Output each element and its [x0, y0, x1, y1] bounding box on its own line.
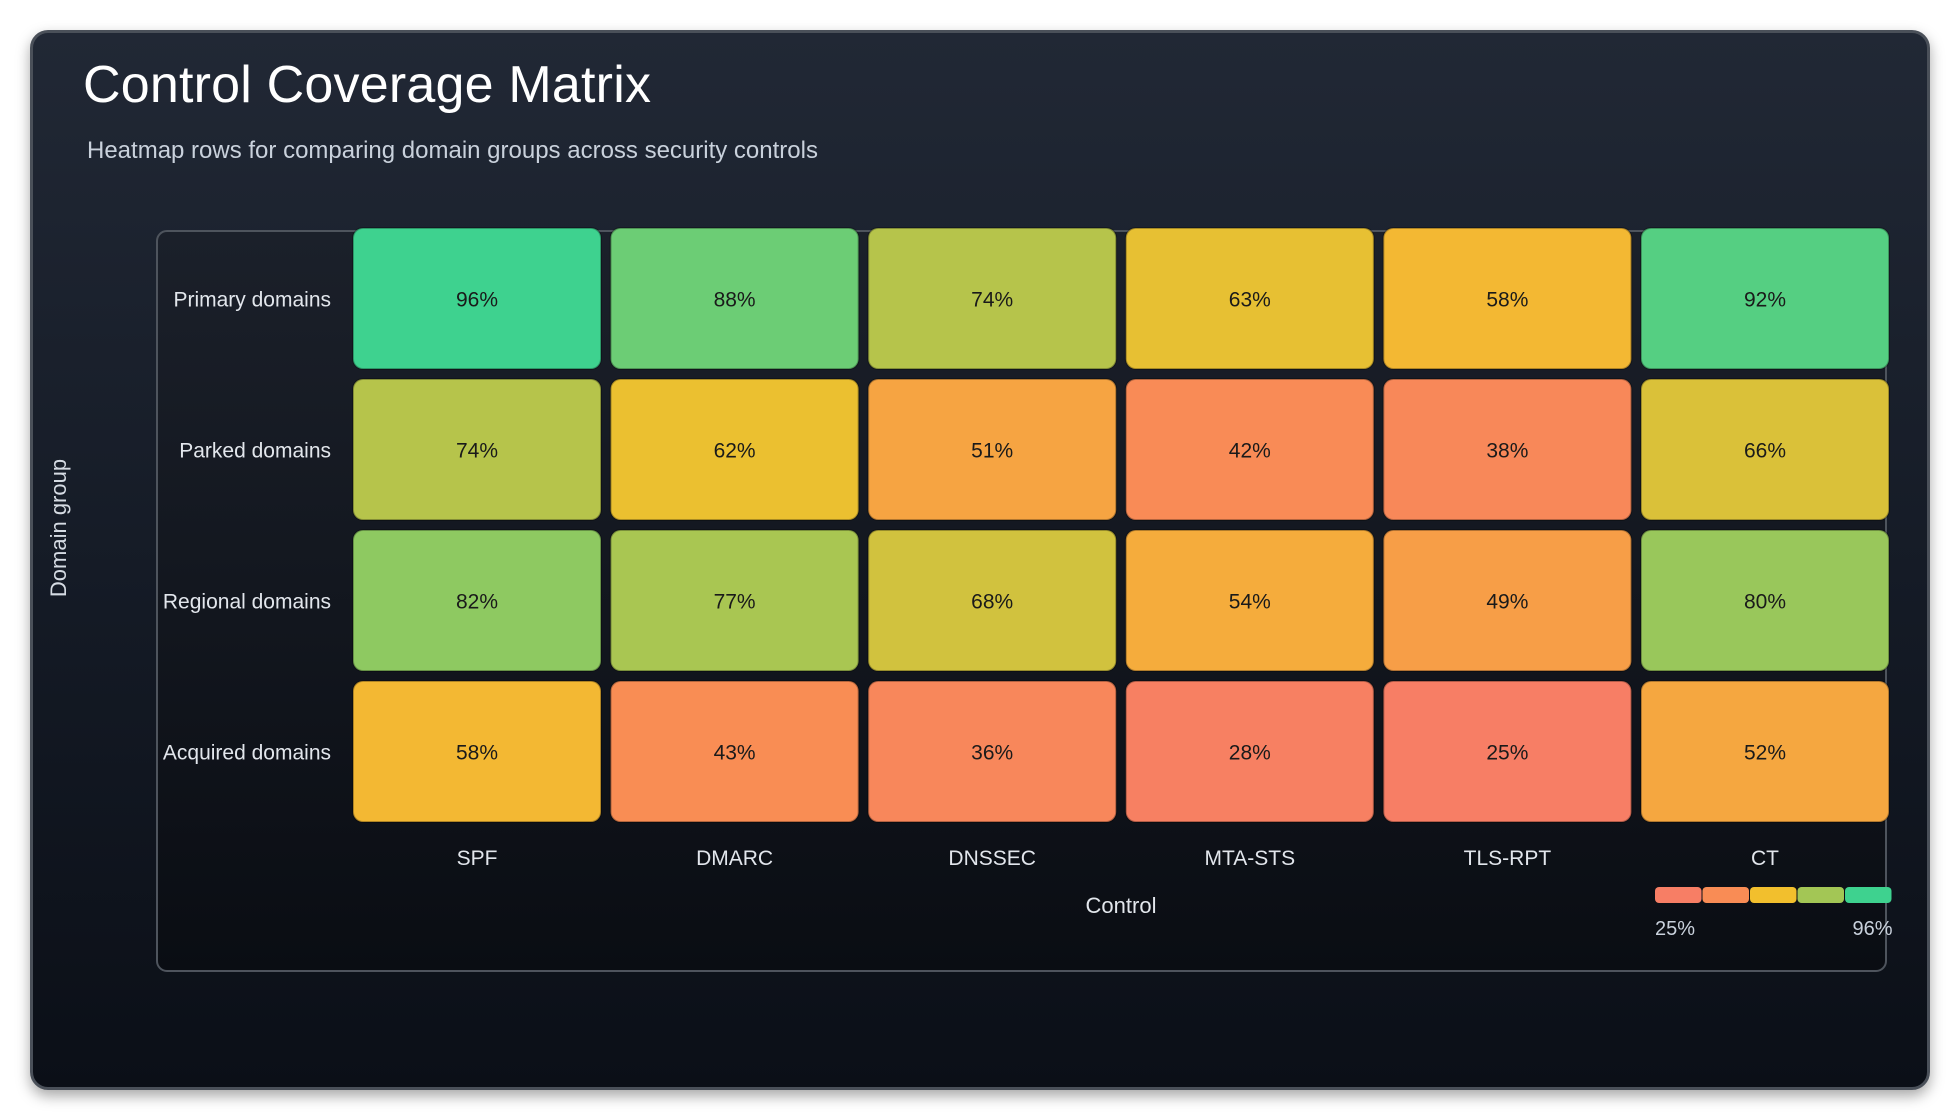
chart-title: Control Coverage Matrix: [83, 56, 652, 114]
cell-value-label: 96%: [456, 289, 498, 312]
heatmap-cell: [1382, 227, 1633, 370]
row-label: Primary domains: [173, 289, 331, 312]
heatmap-cell: [352, 378, 602, 521]
column-label: CT: [1751, 847, 1779, 870]
cell-value-label: 74%: [456, 440, 498, 463]
heatmap-cell: [352, 680, 602, 823]
column-label: SPF: [457, 847, 498, 870]
row-label: Parked domains: [179, 440, 331, 463]
heatmap-cell: [1124, 529, 1375, 672]
cell-value-label: 54%: [1229, 591, 1271, 614]
heatmap-cell: [352, 529, 602, 672]
cell-value-label: 63%: [1229, 289, 1271, 312]
column-label: DMARC: [696, 847, 773, 870]
cell-value-label: 52%: [1744, 742, 1786, 765]
heatmap-cell: [1640, 378, 1890, 521]
heatmap-cell: [1382, 378, 1633, 521]
cell-value-label: 62%: [714, 440, 756, 463]
cell-value-label: 92%: [1744, 289, 1786, 312]
row-label: Regional domains: [163, 591, 331, 614]
heatmap-cell: [1124, 378, 1375, 521]
heatmap-cell: [1124, 227, 1375, 370]
cell-value-label: 77%: [714, 591, 756, 614]
heatmap-svg: 96% 88% 74% 63% 58% 92% 74% 62% 51% 42% 38% 66% 82% 7…: [156, 227, 1893, 972]
heatmap-cell: [609, 680, 860, 823]
column-label: DNSSEC: [948, 847, 1036, 870]
legend-min-label: 25%: [1655, 918, 1695, 940]
heatmap-cell: [352, 227, 602, 370]
legend-swatch: [1845, 887, 1892, 903]
heatmap-cell: [1124, 680, 1375, 823]
cell-value-label: 66%: [1744, 440, 1786, 463]
cell-value-label: 58%: [1486, 289, 1528, 312]
cell-value-label: 36%: [971, 742, 1013, 765]
cell-value-label: 51%: [971, 440, 1013, 463]
heatmap-cell: [1640, 529, 1890, 672]
heatmap-cell: [1640, 227, 1890, 370]
cell-value-label: 38%: [1486, 440, 1528, 463]
legend-swatch: [1655, 887, 1702, 903]
cell-value-label: 68%: [971, 591, 1013, 614]
legend-max-label: 96%: [1852, 918, 1892, 940]
column-label: TLS-RPT: [1464, 847, 1552, 870]
cell-value-label: 28%: [1229, 742, 1271, 765]
cell-value-label: 58%: [456, 742, 498, 765]
heatmap-cell: [1382, 529, 1633, 672]
heatmap-cell: [1382, 680, 1633, 823]
cell-value-label: 74%: [971, 289, 1013, 312]
heatmap-cell: [1640, 680, 1890, 823]
heatmap-cell: [609, 227, 860, 370]
cell-value-label: 25%: [1486, 742, 1528, 765]
row-label: Acquired domains: [163, 742, 331, 765]
legend-swatch: [1702, 887, 1749, 903]
heatmap-cell: [609, 378, 860, 521]
heatmap-cell: [867, 529, 1118, 672]
color-legend: 25% 96%: [1655, 887, 1893, 940]
heatmap-cell: [867, 378, 1118, 521]
cell-value-label: 49%: [1486, 591, 1528, 614]
cell-value-label: 80%: [1744, 591, 1786, 614]
legend-swatch: [1797, 887, 1844, 903]
chart-subtitle: Heatmap rows for comparing domain groups…: [87, 137, 818, 164]
heatmap-cell: [867, 680, 1118, 823]
legend-swatch: [1750, 887, 1797, 903]
column-label: MTA-STS: [1204, 847, 1295, 870]
x-axis-label: Control: [1086, 893, 1157, 918]
cell-value-label: 82%: [456, 591, 498, 614]
cell-value-label: 88%: [714, 289, 756, 312]
cell-value-label: 42%: [1229, 440, 1271, 463]
heatmap-cell: [867, 227, 1118, 370]
heatmap-cell: [609, 529, 860, 672]
chart-card: Control Coverage Matrix Heatmap rows for…: [30, 30, 1930, 1090]
cell-value-label: 43%: [714, 742, 756, 765]
